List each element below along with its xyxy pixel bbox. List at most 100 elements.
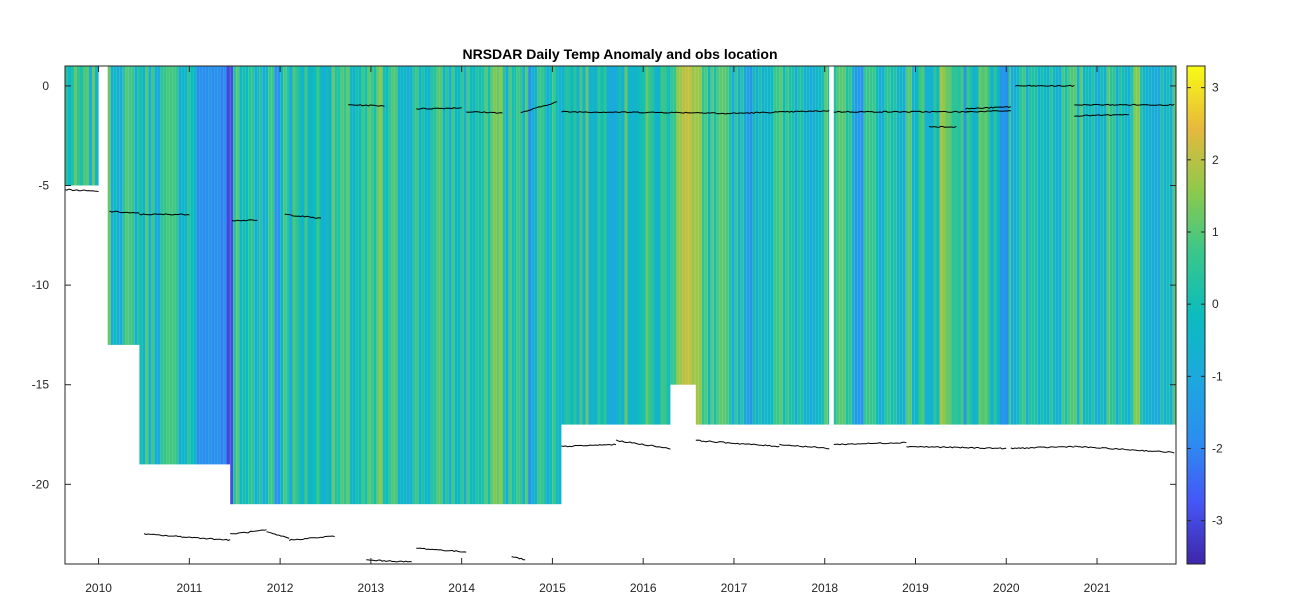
heatmap-column [1080,66,1083,425]
heatmap-column [1009,66,1011,425]
heatmap-column [389,66,392,504]
heatmap-column [900,66,903,425]
heatmap-column [271,66,274,504]
colorbar: 3 2 1 0 -1 -2 -3 [1187,66,1223,564]
heatmap-column [1083,66,1086,425]
heatmap-column [184,66,187,464]
heatmap-column [248,66,251,504]
heatmap-column [1044,66,1047,425]
heatmap-column [320,66,323,504]
x-tick-label: 2018 [811,581,838,595]
heatmap-column [894,66,897,425]
heatmap-column [985,66,988,425]
heatmap-column [822,66,825,425]
obs-track [230,530,266,534]
heatmap-column [479,66,482,504]
heatmap-column [157,66,160,464]
heatmap-column [682,66,685,385]
heatmap-column [1014,66,1017,425]
obs-track [906,447,1006,450]
heatmap-column [242,66,245,504]
y-tick-label: 0 [42,79,49,93]
heatmap-column [973,66,976,425]
heatmap-column [1068,66,1071,425]
heatmap-column [1128,66,1131,425]
heatmap-column [837,66,840,425]
heatmap-column [506,66,509,504]
heatmap-column [652,66,655,425]
heatmap-column [765,66,768,425]
heatmap-column [1095,66,1098,425]
heatmap-column [1155,66,1158,425]
heatmap-column [528,66,531,504]
heatmap-column [410,66,413,504]
heatmap-column [940,66,943,425]
heatmap-column [482,66,485,504]
heatmap-column [870,66,873,425]
heatmap-column [537,66,540,504]
heatmap-column [696,66,699,425]
heatmap-column [515,66,517,504]
heatmap-column [120,66,123,345]
heatmap-column [622,66,625,425]
heatmap-column [574,66,577,425]
colorbar-tick-label: 2 [1212,153,1219,167]
heatmap-column [604,66,607,425]
heatmap-column [293,66,296,504]
heatmap-column [151,66,154,464]
heatmap-column [386,66,389,504]
heatmap-column [190,66,193,464]
heatmap-column [949,66,952,425]
heatmap-column [699,66,702,425]
heatmap-column [1023,66,1026,425]
heatmap-column [534,66,537,504]
heatmap-column [864,66,867,425]
heatmap-column [1086,66,1089,425]
heatmap-column [583,66,586,425]
heatmap-column [193,66,196,464]
heatmap-column [166,66,169,464]
heatmap-column [897,66,900,425]
heatmap-column [163,66,166,464]
heatmap-column [843,66,846,425]
heatmap-column [1047,66,1050,425]
heatmap-column [305,66,308,504]
obs-track [1074,446,1174,453]
heatmap-column [825,66,828,425]
heatmap-column [422,66,425,504]
heatmap-column [558,66,561,504]
heatmap-column [138,66,140,345]
heatmap-column [846,66,849,425]
heatmap-column [114,66,117,345]
heatmap-column [341,66,344,504]
heatmap-column [552,66,555,504]
heatmap-column [428,66,431,504]
colorbar-tick-label: -1 [1212,369,1223,383]
heatmap-column [1125,66,1128,425]
heatmap-column [934,66,937,425]
heatmap-column [265,66,268,504]
heatmap-column [658,66,661,425]
heatmap-column [586,66,589,425]
heatmap-column [912,66,915,425]
heatmap-column [1017,66,1020,425]
heatmap-column [711,66,714,425]
heatmap-column [555,66,558,504]
heatmap-column [753,66,756,425]
heatmap-column [540,66,543,504]
obs-track [144,534,230,541]
heatmap-column [891,66,894,425]
heatmap-column [637,66,640,425]
heatmap-column [245,66,248,504]
heatmap-column [512,66,515,504]
obs-track [512,557,526,560]
chart-title: NRSDAR Daily Temp Anomaly and obs locati… [462,46,777,62]
colorbar-tick-label: 0 [1212,297,1219,311]
heatmap-column [828,66,829,425]
heatmap-column [1104,66,1107,425]
heatmap-column [625,66,628,425]
heatmap-column [308,66,311,504]
heatmap-column [108,66,111,345]
heatmap-column [139,66,142,464]
heatmap-column [356,66,359,504]
